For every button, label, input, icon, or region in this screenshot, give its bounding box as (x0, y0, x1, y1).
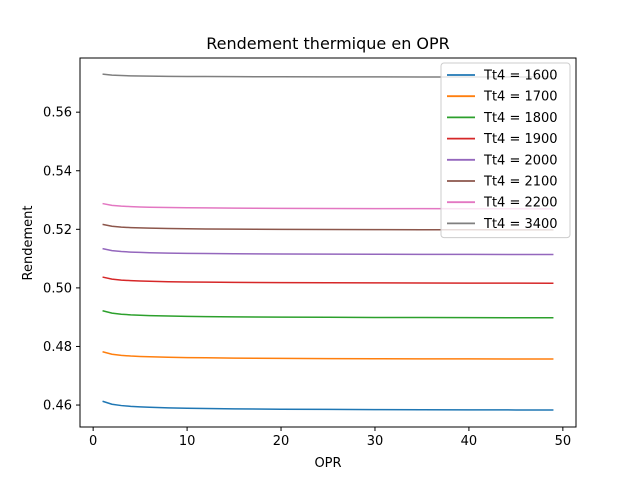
x-axis-label: OPR (314, 456, 341, 471)
series-line (102, 310, 554, 319)
plot-lines (102, 73, 554, 411)
y-axis: 0.46 0.48 0.50 0.52 0.54 0.56 (43, 106, 80, 414)
series-line (102, 247, 554, 256)
plot-frame (79, 57, 577, 428)
x-tick-label: 20 (273, 434, 290, 449)
series-line (102, 276, 554, 284)
series-line (102, 223, 554, 231)
x-axis: 0 10 20 30 40 50 (89, 427, 571, 449)
x-tick-label: 30 (367, 434, 384, 449)
legend-label: Tt4 = 1700 (483, 90, 558, 105)
series-line (102, 202, 554, 210)
x-tick-label: 0 (89, 434, 97, 449)
legend-label: Tt4 = 2100 (483, 175, 558, 190)
series-line (102, 400, 554, 411)
x-tick-label: 50 (555, 434, 572, 449)
y-tick-label: 0.52 (43, 223, 72, 238)
y-axis-label: Rendement (21, 206, 36, 281)
chart-title: Rendement thermique en OPR (206, 34, 450, 53)
legend-label: Tt4 = 2200 (483, 196, 558, 211)
x-tick-label: 10 (179, 434, 196, 449)
legend-label: Tt4 = 3400 (483, 217, 558, 232)
legend-label: Tt4 = 1900 (483, 132, 558, 147)
y-tick-label: 0.56 (43, 106, 72, 121)
series-line (102, 73, 554, 78)
series-line (102, 351, 554, 360)
y-tick-label: 0.50 (43, 281, 72, 296)
x-tick-label: 40 (461, 434, 478, 449)
legend-box (440, 62, 571, 239)
legend-label: Tt4 = 1800 (483, 111, 558, 126)
y-tick-label: 0.46 (43, 399, 72, 414)
legend-label: Tt4 = 2000 (483, 153, 558, 168)
y-tick-label: 0.48 (43, 340, 72, 355)
legend-label: Tt4 = 1600 (483, 69, 558, 84)
legend: Tt4 = 1600 Tt4 = 1700 Tt4 = 1800 Tt4 = 1900… (440, 62, 571, 239)
y-tick-label: 0.54 (43, 164, 72, 179)
